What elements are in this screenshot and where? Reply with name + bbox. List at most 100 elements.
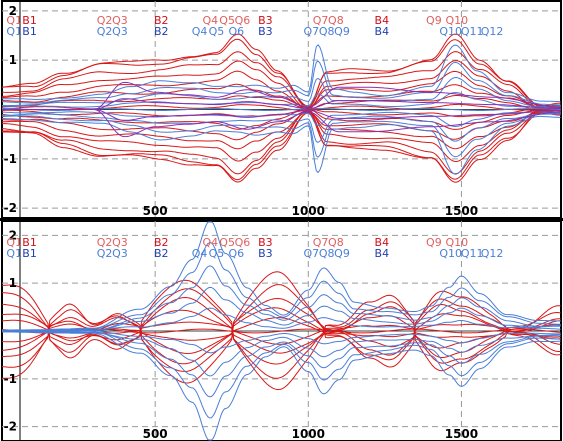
element-marker: Q6 xyxy=(228,247,244,260)
element-marker: Q5 xyxy=(209,247,225,260)
y-tick-label: 2 xyxy=(9,228,17,242)
element-marker: B4 xyxy=(375,236,390,249)
series-line xyxy=(2,44,561,103)
series-line xyxy=(1,113,561,158)
element-marker: B3 xyxy=(258,247,273,260)
series-line xyxy=(2,115,561,175)
element-marker: Q7 xyxy=(304,25,320,38)
y-tick-label: -2 xyxy=(4,201,17,215)
element-marker: Q1 xyxy=(6,236,22,249)
element-marker: Q11 xyxy=(461,25,484,38)
element-marker: Q12 xyxy=(481,25,504,38)
element-marker: Q2 xyxy=(97,25,113,38)
element-marker: Q5 xyxy=(219,236,235,249)
y-tick-label: -1 xyxy=(4,372,17,386)
series-line xyxy=(1,60,561,106)
element-marker: Q9 xyxy=(426,14,442,27)
element-marker: Q8 xyxy=(328,236,344,249)
x-tick-label: 1000 xyxy=(292,427,325,441)
series-line xyxy=(2,60,561,110)
element-marker: B1 xyxy=(22,236,37,249)
element-marker: Q9 xyxy=(334,247,350,260)
series-line xyxy=(1,242,561,332)
element-marker: Q2 xyxy=(97,236,113,249)
series-line xyxy=(2,112,561,181)
element-marker: Q1 xyxy=(6,14,22,27)
x-tick-label: 1500 xyxy=(445,427,478,441)
element-marker: Q3 xyxy=(112,25,128,38)
element-marker: Q10 xyxy=(446,236,469,249)
series-line xyxy=(1,330,561,354)
element-marker: Q8 xyxy=(319,247,335,260)
element-marker: B1 xyxy=(22,247,37,260)
series-line xyxy=(1,329,561,419)
element-marker: Q10 xyxy=(439,247,462,260)
element-marker: B2 xyxy=(154,14,169,27)
element-marker: Q5 xyxy=(209,25,225,38)
series-line xyxy=(1,108,561,130)
element-marker: Q9 xyxy=(426,236,442,249)
element-marker: Q4 xyxy=(202,236,218,249)
y-tick-label: -1 xyxy=(4,152,17,166)
element-marker: Q3 xyxy=(112,247,128,260)
y-tick-label: 1 xyxy=(9,276,17,290)
x-tick-label: 1500 xyxy=(445,204,478,218)
element-marker: Q6 xyxy=(235,236,251,249)
element-marker: B1 xyxy=(22,14,37,27)
element-marker: Q4 xyxy=(192,25,208,38)
series-line xyxy=(1,110,561,175)
element-marker: Q3 xyxy=(112,14,128,27)
element-marker: Q7 xyxy=(313,236,329,249)
series-line xyxy=(2,109,561,163)
element-marker: Q8 xyxy=(319,25,335,38)
element-marker: B3 xyxy=(258,25,273,38)
series-line xyxy=(1,298,561,365)
x-tick-label: 1000 xyxy=(292,204,325,218)
element-marker: Q11 xyxy=(461,247,484,260)
series-line xyxy=(1,331,561,441)
element-marker: Q12 xyxy=(481,247,504,260)
element-marker: Q2 xyxy=(97,14,113,27)
element-marker: Q10 xyxy=(446,14,469,27)
series-line xyxy=(1,110,561,183)
x-tick-label: 500 xyxy=(143,204,168,218)
x-tick-label: 500 xyxy=(143,427,168,441)
element-marker: Q4 xyxy=(192,247,208,260)
element-marker: Q7 xyxy=(304,247,320,260)
element-marker: Q7 xyxy=(313,14,329,27)
element-marker: Q6 xyxy=(228,25,244,38)
element-marker: B2 xyxy=(154,236,169,249)
element-marker: Q8 xyxy=(328,14,344,27)
series-line xyxy=(2,112,561,143)
y-tick-label: 1 xyxy=(9,53,17,67)
series-line xyxy=(1,109,561,150)
series-line xyxy=(2,109,561,138)
element-marker: Q3 xyxy=(112,236,128,249)
element-marker: B2 xyxy=(154,25,169,38)
element-marker: B4 xyxy=(375,247,390,260)
series-line xyxy=(2,108,561,111)
element-marker: B1 xyxy=(22,25,37,38)
element-marker: Q5 xyxy=(219,14,235,27)
element-marker: B3 xyxy=(258,236,273,249)
series-line xyxy=(1,38,561,107)
element-marker: B2 xyxy=(154,247,169,260)
element-marker: Q9 xyxy=(334,25,350,38)
series-line xyxy=(2,307,561,333)
element-marker: Q1 xyxy=(6,247,22,260)
series-line xyxy=(1,284,561,372)
element-marker: Q1 xyxy=(6,25,22,38)
y-tick-label: 2 xyxy=(9,4,17,18)
y-tick-label: -2 xyxy=(4,420,17,434)
element-marker: Q2 xyxy=(97,247,113,260)
series-line xyxy=(2,271,561,384)
series-line xyxy=(2,83,561,110)
element-marker: Q10 xyxy=(439,25,462,38)
panel-divider xyxy=(0,218,563,221)
element-marker: B4 xyxy=(375,25,390,38)
element-marker: B3 xyxy=(258,14,273,27)
